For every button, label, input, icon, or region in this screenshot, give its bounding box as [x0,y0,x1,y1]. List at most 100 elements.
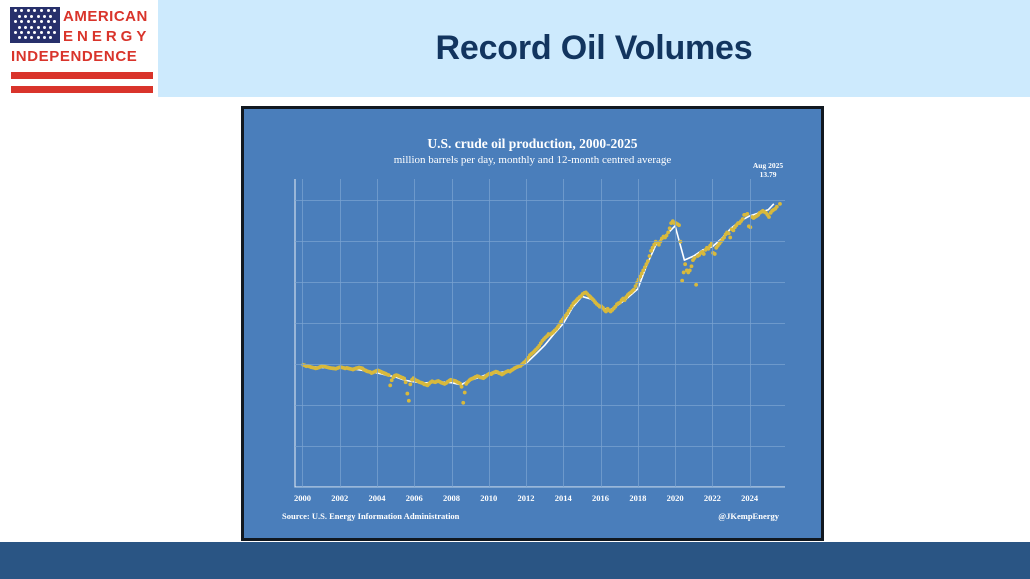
y-axis-tick-label: 6.0 [229,358,240,369]
chart-title: U.S. crude oil production, 2000-2025 [427,136,638,151]
data-point [650,245,655,250]
gridline-horizontal [295,445,785,447]
x-axis-tick-label: 2020 [666,493,684,503]
data-point [778,201,782,206]
flag-star [30,14,34,18]
y-axis-tick-label: 2.0 [229,440,240,451]
gridline-vertical [376,179,378,487]
flag-star [33,9,37,13]
flag-star [13,9,17,13]
data-point [639,271,644,276]
flag-star [36,36,40,40]
chart-annotation: Aug 2025 13.79 [733,161,803,180]
data-point [728,235,733,240]
data-point [388,383,393,388]
gridline-vertical [451,179,453,487]
data-point [632,287,636,292]
data-point [389,378,394,383]
data-point [681,270,686,275]
source-note: Source: U.S. Energy Information Administ… [282,511,460,521]
x-axis-tick-label: 2000 [293,493,311,503]
data-point [386,373,391,377]
data-point [767,215,771,219]
data-point [656,242,661,247]
gridline-vertical [600,179,602,487]
flag-star [49,36,53,40]
gridline-vertical [563,179,565,487]
logo-stripe-bottom [11,86,153,93]
flag-star [23,25,27,29]
logo-line-energy: ENERGY [63,28,151,45]
flag-star [53,9,57,13]
flag-star [42,14,46,18]
chart-figure: U.S. crude oil production, 2000-2025 mil… [225,109,821,538]
gridline-vertical [712,179,714,487]
data-point [645,259,650,264]
data-point [638,274,643,279]
flag-star [23,14,27,18]
data-point [459,384,464,389]
brand-logo: AMERICAN ENERGY INDEPENDENCE [0,0,158,100]
flag-star [36,25,40,29]
logo-stripe-top [11,72,153,79]
flag-star [42,25,46,29]
y-axis-tick-label: 10.0 [225,276,240,287]
flag-star [30,25,34,29]
y-axis-tick-label: 8.0 [229,317,240,328]
gridline-horizontal [295,404,785,406]
page-title: Record Oil Volumes [435,29,753,67]
x-axis-tick-label: 2014 [554,493,572,503]
x-axis-tick-label: 2016 [592,493,610,503]
flag-star [49,25,53,29]
x-axis-tick-label: 2010 [480,493,498,503]
data-point [677,223,681,228]
gridline-vertical [414,179,416,487]
data-point [406,398,411,403]
flag-star [46,20,50,24]
data-point [666,230,671,235]
data-point [683,262,688,267]
chart-card: U.S. crude oil production, 2000-2025 mil… [225,106,824,541]
data-point [402,376,407,381]
flag-star [26,20,30,24]
data-point [633,284,638,289]
data-point [652,242,657,247]
annotation-label: Aug 2025 [752,161,784,170]
gridline-horizontal [295,322,785,324]
flag-star [26,30,30,34]
data-point [649,248,653,253]
data-point [706,246,711,251]
flag-star [40,30,44,34]
data-point [458,381,462,386]
data-point [740,217,745,221]
data-point [694,282,699,287]
data-point [687,268,692,273]
flag-star [49,14,53,18]
gridline-vertical [488,179,490,487]
gridline-vertical [675,179,677,487]
data-point [664,233,669,238]
flag-star [17,36,21,40]
flag-star [17,25,21,29]
x-axis-tick-label: 2012 [517,493,535,503]
y-axis-tick-label: 12.0 [225,235,240,246]
x-axis-tick-label: 2002 [331,493,349,503]
x-axis-tick-label: 2022 [703,493,721,503]
flag-star [23,36,27,40]
data-point [712,252,717,256]
flag-star [13,20,17,24]
flag-star [20,9,24,13]
data-point [680,278,685,283]
flag-star [26,9,30,13]
flag-star [36,14,40,18]
data-point [641,268,646,273]
data-point [622,298,627,303]
flag-star [30,36,34,40]
annotation-value: 13.79 [759,170,777,180]
flag-star [53,20,57,24]
gridline-horizontal [295,363,785,365]
plot-area: 0.0 2.0 4.0 6.0 8.0 10.0 12.0 14.0 2000 2002 2004 2… [225,179,785,503]
gridline-horizontal [295,199,785,201]
flag-star [42,36,46,40]
data-point [642,265,647,270]
